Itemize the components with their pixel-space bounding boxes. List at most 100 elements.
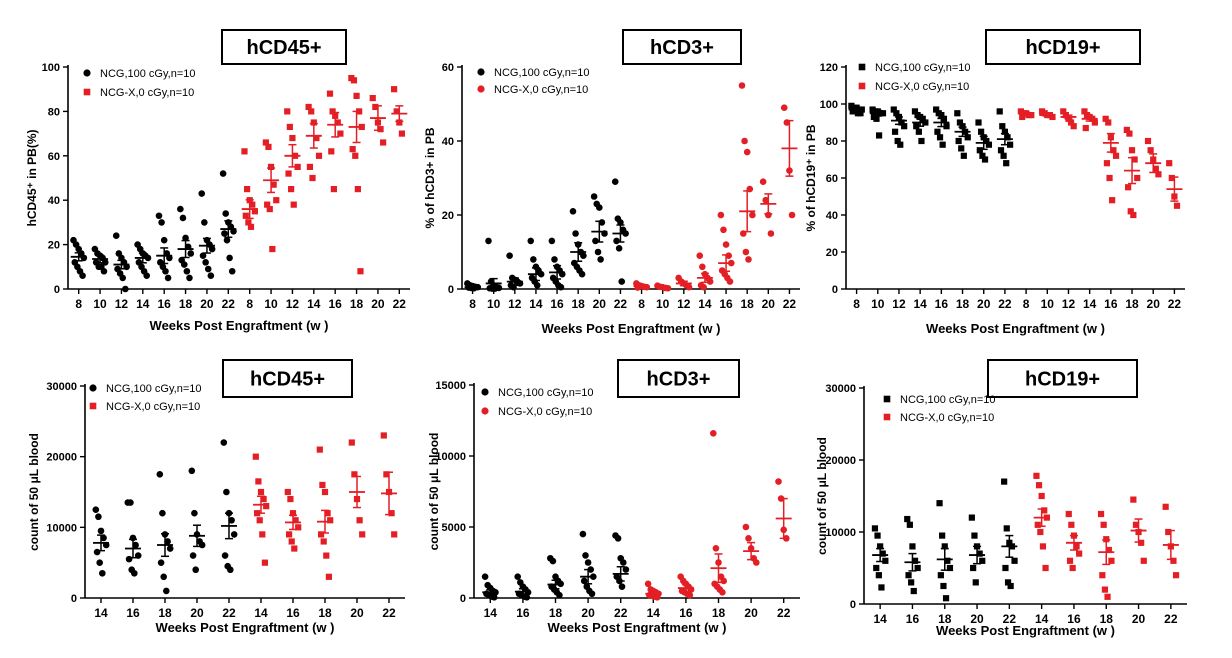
data-point bbox=[1004, 579, 1012, 586]
data-point bbox=[490, 593, 498, 601]
data-point bbox=[1128, 147, 1136, 154]
y-tick-label: 0 bbox=[448, 284, 454, 296]
data-point bbox=[964, 134, 971, 141]
data-point bbox=[243, 186, 251, 193]
data-point bbox=[906, 521, 913, 528]
data-point bbox=[308, 108, 315, 115]
data-point bbox=[330, 186, 337, 193]
data-point bbox=[742, 523, 750, 531]
data-point bbox=[618, 278, 626, 285]
chart-title-box bbox=[987, 359, 1138, 398]
x-tick-label: 16 bbox=[286, 606, 300, 620]
y-tick-label: 40 bbox=[48, 195, 60, 207]
legend-label: NCG,100 cGy,n=10 bbox=[498, 387, 593, 399]
x-tick-label: 20 bbox=[970, 612, 984, 626]
data-point bbox=[975, 119, 982, 126]
legend-marker bbox=[83, 69, 91, 77]
data-point bbox=[112, 232, 120, 240]
data-point bbox=[617, 219, 624, 226]
data-point bbox=[908, 579, 915, 586]
data-point bbox=[1067, 119, 1075, 126]
data-point bbox=[1066, 557, 1074, 564]
x-tick-label: 16 bbox=[906, 612, 920, 626]
data-point bbox=[380, 432, 387, 439]
chart-title: hCD3+ bbox=[647, 369, 711, 391]
data-point bbox=[551, 256, 558, 263]
data-point bbox=[1140, 557, 1147, 564]
data-point bbox=[767, 230, 775, 237]
x-tick-label: 20 bbox=[581, 606, 595, 620]
data-point bbox=[179, 214, 187, 222]
x-tick-label: 14 bbox=[1083, 297, 1097, 311]
series-2 bbox=[1033, 472, 1180, 600]
x-tick-label: 20 bbox=[190, 606, 204, 620]
data-point bbox=[132, 541, 139, 549]
chart-title: hCD45+ bbox=[250, 369, 325, 391]
y-tick-label: 0 bbox=[71, 593, 77, 605]
data-point bbox=[548, 237, 556, 245]
x-tick-label: 14 bbox=[873, 612, 887, 626]
data-point bbox=[712, 545, 720, 552]
x-tick-label: 20 bbox=[977, 297, 991, 311]
data-point bbox=[780, 104, 788, 111]
data-point bbox=[295, 524, 302, 531]
data-point bbox=[954, 110, 961, 117]
x-axis-label: Weeks Post Engraftment (w ) bbox=[926, 321, 1105, 336]
x-tick-label: 22 bbox=[222, 606, 236, 620]
data-point bbox=[1070, 123, 1077, 130]
data-point bbox=[946, 564, 954, 572]
data-point bbox=[1123, 126, 1130, 133]
data-point bbox=[127, 499, 134, 506]
data-point bbox=[999, 123, 1006, 130]
y-tick-label: 20 bbox=[442, 210, 454, 222]
chart-panel-4: hCD45+ 0 10000 20000 30000 14 16 18 20 22 14 16 18 20… bbox=[27, 359, 405, 635]
data-point bbox=[352, 152, 359, 159]
data-point bbox=[753, 559, 760, 566]
x-tick-label: 20 bbox=[744, 606, 758, 620]
data-point bbox=[204, 265, 212, 273]
data-point bbox=[955, 137, 962, 145]
x-tick-label: 18 bbox=[741, 297, 755, 311]
data-point bbox=[319, 481, 326, 489]
x-tick-label: 18 bbox=[712, 606, 726, 620]
data-point bbox=[323, 552, 330, 559]
data-point bbox=[596, 204, 603, 211]
data-point bbox=[911, 108, 919, 115]
data-point bbox=[377, 126, 384, 133]
y-tick-label: 30000 bbox=[46, 381, 77, 393]
data-point bbox=[1132, 521, 1140, 528]
data-point bbox=[396, 119, 403, 126]
x-tick-label: 22 bbox=[1168, 297, 1182, 311]
data-point bbox=[321, 488, 329, 496]
x-axis-label: Weeks Post Engraftment (w ) bbox=[936, 623, 1115, 638]
data-point bbox=[391, 531, 398, 538]
data-point bbox=[1081, 108, 1088, 115]
y-axis-label: % of hCD3+ in PB bbox=[423, 127, 437, 228]
data-point bbox=[159, 509, 166, 517]
y-axis-label: hCD45⁺ in PB(%) bbox=[25, 129, 39, 226]
x-tick-label: 12 bbox=[115, 297, 129, 311]
data-point bbox=[696, 252, 704, 259]
data-point bbox=[391, 86, 398, 93]
data-point bbox=[95, 513, 102, 521]
data-point bbox=[1165, 528, 1172, 536]
data-point bbox=[100, 534, 107, 542]
data-point bbox=[759, 178, 767, 185]
data-point bbox=[1038, 492, 1045, 500]
x-axis-label: Weeks Post Engraftment (w ) bbox=[542, 321, 721, 336]
data-point bbox=[942, 595, 950, 602]
y-tick-label: 20 bbox=[826, 247, 838, 259]
x-tick-label: 20 bbox=[1147, 297, 1161, 311]
data-point bbox=[1104, 593, 1111, 600]
y-tick-label: 10000 bbox=[46, 522, 77, 534]
data-point bbox=[890, 106, 897, 113]
data-point bbox=[1082, 124, 1089, 132]
chart-title: hCD3+ bbox=[650, 37, 714, 59]
data-point bbox=[1105, 546, 1112, 554]
data-point bbox=[199, 252, 207, 259]
x-tick-label: 10 bbox=[1041, 297, 1055, 311]
data-point bbox=[915, 128, 922, 135]
data-point bbox=[976, 147, 983, 154]
data-point bbox=[101, 259, 109, 266]
data-point bbox=[1172, 572, 1180, 579]
